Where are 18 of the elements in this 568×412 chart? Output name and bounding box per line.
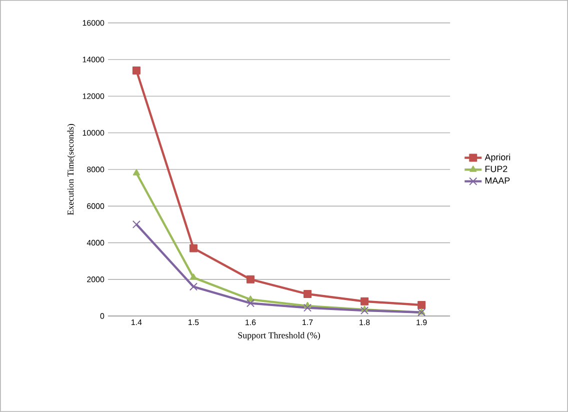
point (190, 274, 198, 280)
point (132, 66, 140, 75)
y-axis-title: Execution Time(seconds) (67, 124, 76, 216)
point (246, 299, 255, 308)
point (189, 282, 198, 291)
point (132, 169, 140, 176)
x-axis-title: Support Threshold (%) (238, 332, 320, 340)
point (246, 275, 254, 284)
point (303, 304, 312, 312)
point (132, 220, 140, 228)
point (360, 297, 369, 306)
legend-label: MAAP (485, 178, 510, 184)
point (418, 301, 426, 310)
legend-label: Apriori (484, 154, 510, 162)
point (360, 306, 369, 315)
legend-label: FUP2 (485, 166, 508, 172)
point (304, 290, 312, 298)
point (189, 244, 198, 252)
